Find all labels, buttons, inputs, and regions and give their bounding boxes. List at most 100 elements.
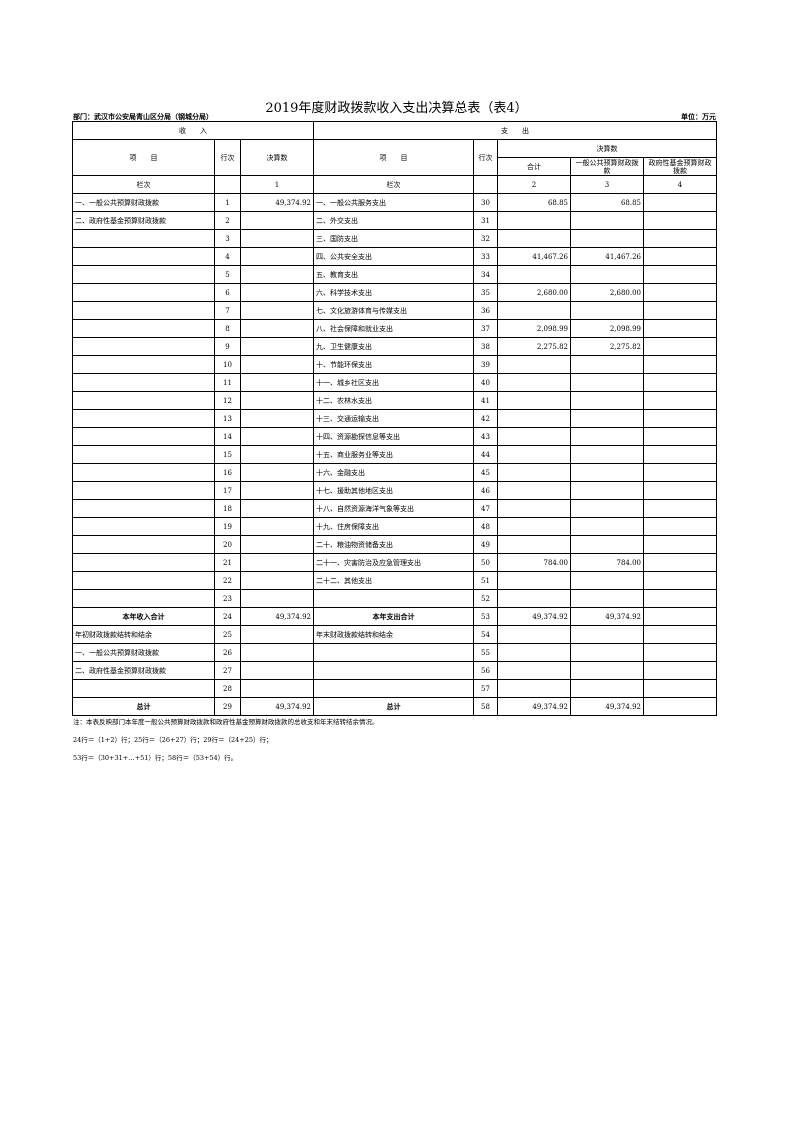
expense-gov-fund-cell: [642, 535, 718, 554]
income-item-cell: [72, 247, 215, 266]
expense-total-cell: [497, 301, 571, 320]
expense-gov-fund-cell: [642, 517, 718, 536]
expense-line-cell: 32: [473, 229, 498, 248]
expense-general-cell: [570, 427, 644, 446]
expense-general-cell: 2,275.82: [570, 337, 644, 356]
col-label: 栏次: [313, 175, 474, 194]
expense-total-cell: [497, 373, 571, 392]
expense-total-cell: 49,374.92: [497, 697, 571, 716]
expense-item-cell: 九、卫生健康支出: [313, 337, 474, 356]
table-row: 21 二十一、灾害防治及应急管理支出 50 784.00 784.00: [72, 553, 718, 572]
income-amount-cell: 49,374.92: [240, 193, 314, 212]
income-line-cell: 24: [214, 607, 241, 626]
expense-general-cell: [570, 535, 644, 554]
income-header: 收 入: [72, 121, 314, 140]
expense-gov-fund-cell: [642, 229, 718, 248]
expense-gov-fund-cell: [642, 391, 718, 410]
income-line-cell: 2: [214, 211, 241, 230]
expense-total-cell: [497, 355, 571, 374]
income-item-cell: [72, 265, 215, 284]
income-item-cell: [72, 463, 215, 482]
income-item-cell: [72, 427, 215, 446]
table-row: 28 57: [72, 679, 718, 698]
expense-total-cell: [497, 427, 571, 446]
expense-general-cell: [570, 517, 644, 536]
expense-total-cell: [497, 499, 571, 518]
income-amount-cell: [240, 625, 314, 644]
income-amount-cell: 49,374.92: [240, 697, 314, 716]
expense-line-cell: 47: [473, 499, 498, 518]
income-amount-cell: [240, 679, 314, 698]
income-amount-cell: [240, 211, 314, 230]
expense-gov-fund-cell: [642, 409, 718, 428]
expense-gov-fund-cell: [642, 481, 718, 500]
expense-gov-fund-cell: [642, 301, 718, 320]
income-amount-cell: [240, 517, 314, 536]
expense-gov-fund-cell: [642, 445, 718, 464]
expense-total-cell: 2,275.82: [497, 337, 571, 356]
page-title: 2019年度财政拨款收入支出决算总表（表4）: [265, 101, 528, 116]
expense-header: 支 出: [312, 121, 718, 140]
expense-gov-fund-cell: [642, 337, 718, 356]
table-row: 9 九、卫生健康支出 38 2,275.82 2,275.82: [72, 337, 718, 356]
expense-total-cell: [497, 517, 571, 536]
expense-item-cell: 十八、自然资源海洋气象等支出: [313, 499, 474, 518]
income-line-cell: 3: [214, 229, 241, 248]
income-amount-cell: [240, 589, 314, 608]
expense-item-header: 项 目: [313, 139, 474, 176]
expense-total-cell: [497, 229, 571, 248]
expense-line-cell: 37: [473, 319, 498, 338]
income-item-cell: [72, 301, 215, 320]
income-amount-cell: 49,374.92: [240, 607, 314, 626]
expense-line-header: 行次: [473, 139, 498, 176]
expense-item-cell: 十二、农林水支出: [313, 391, 474, 410]
expense-gov-fund-cell: [642, 607, 718, 626]
expense-gov-fund-cell: [642, 571, 718, 590]
section-header-row: 收 入 支 出: [72, 121, 718, 140]
income-line-cell: 27: [214, 661, 241, 680]
expense-item-cell: 年末财政拨款结转和结余: [313, 625, 474, 644]
income-amount-cell: [240, 283, 314, 302]
table-row: 6 六、科学技术支出 35 2,680.00 2,680.00: [72, 283, 718, 302]
expense-gov-fund-cell: [642, 373, 718, 392]
expense-general-cell: [570, 409, 644, 428]
expense-gov-fund-cell: [642, 319, 718, 338]
expense-item-cell: 四、公共安全支出: [313, 247, 474, 266]
income-amount-cell: [240, 409, 314, 428]
income-line-cell: 14: [214, 427, 241, 446]
table-row: 16 十六、金融支出 45: [72, 463, 718, 482]
income-line-cell: 18: [214, 499, 241, 518]
expense-line-cell: 33: [473, 247, 498, 266]
income-line-cell: 6: [214, 283, 241, 302]
table-row: 7 七、文化旅游体育与传媒支出 36: [72, 301, 718, 320]
expense-total-cell: 784.00: [497, 553, 571, 572]
income-amount-cell: [240, 571, 314, 590]
income-line-cell: 29: [214, 697, 241, 716]
income-line-cell: 19: [214, 517, 241, 536]
income-item-cell: 一、一般公共预算财政拨款: [72, 193, 215, 212]
expense-item-cell: 十九、住房保障支出: [313, 517, 474, 536]
expense-line-cell: 57: [473, 679, 498, 698]
income-line-cell: 9: [214, 337, 241, 356]
expense-general-cell: [570, 481, 644, 500]
note-line: 24行＝（1+2）行；25行＝（26+27）行；29行＝（24+25）行；: [73, 736, 273, 744]
expense-line-cell: 31: [473, 211, 498, 230]
income-amount-cell: [240, 355, 314, 374]
expense-general-cell: 2,680.00: [570, 283, 644, 302]
expense-line-cell: 38: [473, 337, 498, 356]
income-amount-cell: [240, 247, 314, 266]
income-amount-cell: [240, 391, 314, 410]
income-item-cell: [72, 481, 215, 500]
expense-item-cell: 五、教育支出: [313, 265, 474, 284]
expense-total-cell: [497, 589, 571, 608]
income-item-cell: 年初财政拨款结转和结余: [72, 625, 215, 644]
table-row: 17 十七、援助其他地区支出 46: [72, 481, 718, 500]
expense-gov-fund-cell: [642, 463, 718, 482]
expense-general-cell: [570, 229, 644, 248]
income-line-cell: 15: [214, 445, 241, 464]
income-amount-header: 决算数: [240, 139, 314, 176]
expense-item-cell: [313, 679, 474, 698]
expense-general-cell: [570, 211, 644, 230]
expense-general-cell: [570, 265, 644, 284]
income-line-cell: 16: [214, 463, 241, 482]
